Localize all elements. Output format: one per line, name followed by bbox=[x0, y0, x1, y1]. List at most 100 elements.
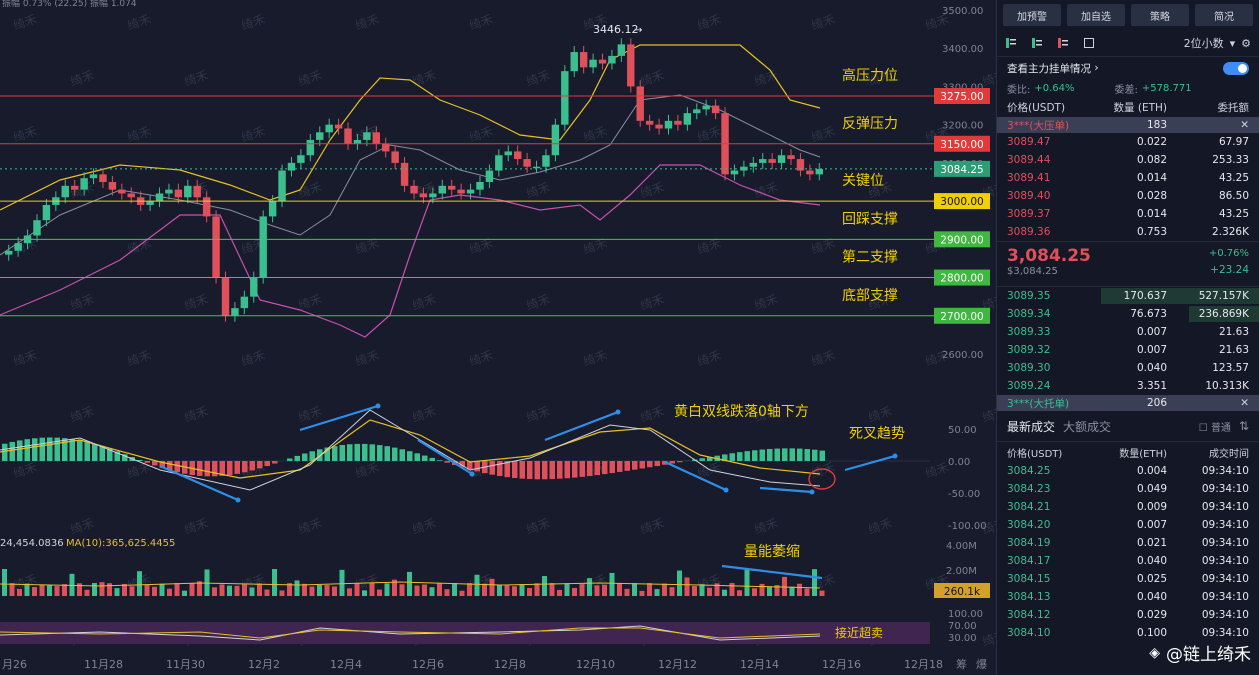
trades-header-qty[interactable]: 数量(ETH) bbox=[1119, 448, 1167, 460]
trade-price: 3084.21 bbox=[1007, 501, 1051, 513]
webi-value: +0.64% bbox=[1034, 82, 1075, 94]
candle-body bbox=[579, 52, 588, 68]
candle-body bbox=[815, 169, 823, 175]
volume-bar bbox=[579, 584, 585, 596]
close-icon[interactable]: ✕ bbox=[1240, 119, 1249, 131]
watermark-text: 绮禾 bbox=[126, 460, 153, 481]
trend-arrow bbox=[844, 454, 896, 472]
book-asks-icon[interactable] bbox=[1057, 37, 1069, 49]
decimal-select[interactable]: 2位小数 bbox=[1183, 37, 1224, 50]
bid-qty: 3.351 bbox=[1136, 380, 1167, 392]
trend-arrow-head bbox=[375, 403, 381, 409]
macd-histogram-bar bbox=[594, 461, 600, 476]
x-axis-label: 12月6 bbox=[412, 658, 444, 671]
volume-bar bbox=[332, 586, 337, 596]
book-header-amount[interactable]: 委托额 bbox=[1217, 101, 1250, 114]
normal-checkbox[interactable]: ☐ 普通 bbox=[1198, 422, 1231, 434]
volume-tag bbox=[934, 583, 990, 598]
bid-big-order-band[interactable]: 3***(大托单) 206 ✕ bbox=[997, 395, 1259, 411]
watermark-text: 绮禾 bbox=[525, 404, 552, 425]
ask-row[interactable]: 3089.41 0.014 43.25 bbox=[997, 169, 1259, 187]
watermark-text: 绮禾 bbox=[411, 516, 438, 537]
macd-histogram-bar bbox=[527, 461, 533, 480]
side-panel: 加预警 加自选 策略 简况 2位小数 ▾ ⚙ 查看主力挂单情况 › 委比: +0… bbox=[996, 0, 1259, 675]
x-axis-label: 12月16 bbox=[822, 658, 861, 671]
trade-qty: 0.040 bbox=[1136, 555, 1167, 567]
filter-icon[interactable]: ⇅ bbox=[1238, 419, 1249, 433]
bid-row[interactable]: 3089.34 76.673 236.869K bbox=[997, 305, 1259, 323]
macd-histogram-bar bbox=[17, 440, 23, 461]
volume-bar bbox=[302, 583, 307, 596]
volume-bar bbox=[572, 587, 577, 596]
normal-label: 普通 bbox=[1210, 422, 1231, 434]
x-axis-label: 12月18 bbox=[904, 658, 943, 671]
chart-area[interactable]: 绮禾 绮禾 绮禾 绮禾 绮禾 绮禾 绮禾 绮禾 绮禾 绮禾 绮禾 绮禾 绮禾 绮禾 绮禾 绮禾 绮禾 绮禾 绮禾 绮禾… bbox=[0, 0, 996, 675]
bid-row[interactable]: 3089.32 0.007 21.63 bbox=[997, 341, 1259, 359]
book-header-qty[interactable]: 数量 (ETH) bbox=[1113, 101, 1167, 114]
watermark-text: 绮禾 bbox=[69, 404, 96, 425]
volume-bar bbox=[114, 588, 120, 596]
trade-qty: 0.040 bbox=[1136, 591, 1167, 603]
candle-body bbox=[438, 185, 446, 194]
settings-icon[interactable]: ⚙ bbox=[1241, 36, 1251, 50]
candle-body bbox=[561, 71, 569, 125]
strategy-button[interactable]: 策略 bbox=[1131, 4, 1189, 26]
bid-row[interactable]: 3089.35 170.637 527.157K bbox=[997, 287, 1259, 305]
level-name-label: 高压力位 bbox=[842, 67, 898, 84]
last-price: 3,084.25 bbox=[1007, 246, 1091, 266]
volume-bar bbox=[782, 576, 787, 596]
macd-histogram-bar bbox=[639, 461, 645, 469]
compact-view-icon[interactable] bbox=[1083, 37, 1095, 49]
macd-histogram-bar bbox=[744, 451, 750, 461]
trade-qty: 0.007 bbox=[1136, 519, 1167, 531]
bid-row[interactable]: 3089.30 0.040 123.57 bbox=[997, 359, 1259, 377]
ask-band-label: 3***(大压单) bbox=[1007, 119, 1070, 132]
ask-row[interactable]: 3089.36 0.753 2.326K bbox=[997, 223, 1259, 241]
volume-bar bbox=[392, 579, 397, 596]
change-abs: +23.24 bbox=[1210, 264, 1249, 276]
ask-row[interactable]: 3089.37 0.014 43.25 bbox=[997, 205, 1259, 223]
bid-qty: 0.007 bbox=[1136, 326, 1167, 338]
watermark-text: 绮禾 bbox=[240, 124, 267, 145]
volume-bar bbox=[549, 583, 555, 596]
watermark-text: 绮禾 bbox=[639, 292, 666, 313]
macd-histogram-bar bbox=[737, 452, 743, 461]
current-price-tag bbox=[934, 160, 990, 177]
bid-row[interactable]: 3089.24 3.351 10.313K bbox=[997, 377, 1259, 395]
main-force-toggle[interactable] bbox=[1223, 61, 1249, 75]
trade-time: 09:34:10 bbox=[1201, 555, 1249, 567]
trades-header-time[interactable]: 成交时间 bbox=[1209, 448, 1249, 460]
tab-latest-trades[interactable]: 最新成交 bbox=[1007, 419, 1056, 434]
candle-body bbox=[382, 143, 390, 152]
macd-histogram-bar bbox=[429, 457, 435, 461]
close-icon[interactable]: ✕ bbox=[1240, 397, 1249, 409]
bid-price: 3089.34 bbox=[1007, 308, 1051, 320]
bid-row[interactable]: 3089.33 0.007 21.63 bbox=[997, 323, 1259, 341]
chevron-down-icon[interactable]: ▾ bbox=[1229, 36, 1236, 50]
book-bids-icon[interactable] bbox=[1031, 37, 1043, 49]
book-header: 价格(USDT) 数量 (ETH) 委托额 bbox=[997, 97, 1259, 117]
candle-body bbox=[391, 151, 399, 163]
macd-histogram-bar bbox=[797, 448, 803, 461]
tab-big-trades[interactable]: 大额成交 bbox=[1063, 419, 1112, 434]
book-both-icon[interactable] bbox=[1005, 37, 1017, 49]
add-watchlist-button[interactable]: 加自选 bbox=[1067, 4, 1125, 26]
trade-time: 09:34:10 bbox=[1201, 591, 1249, 603]
candle-body bbox=[645, 120, 654, 125]
main-force-row[interactable]: 查看主力挂单情况 › bbox=[997, 57, 1259, 79]
trade-time: 09:34:10 bbox=[1201, 483, 1249, 495]
ask-big-order-band[interactable]: 3***(大压单) 183 ✕ bbox=[997, 117, 1259, 133]
volume-bar bbox=[429, 587, 435, 596]
overview-button[interactable]: 简况 bbox=[1195, 4, 1253, 26]
ask-row[interactable]: 3089.44 0.082 253.33 bbox=[997, 151, 1259, 169]
candle-body bbox=[372, 132, 381, 144]
candle-body bbox=[155, 193, 164, 202]
ask-row[interactable]: 3089.40 0.028 86.50 bbox=[997, 187, 1259, 205]
main-force-label[interactable]: 查看主力挂单情况 bbox=[1007, 62, 1091, 75]
candle-body bbox=[551, 124, 560, 156]
add-alert-button[interactable]: 加预警 bbox=[1003, 4, 1061, 26]
ask-row[interactable]: 3089.47 0.022 67.97 bbox=[997, 133, 1259, 151]
volume-axis-label: 4.00M bbox=[946, 541, 977, 552]
rsi-line-2 bbox=[0, 627, 821, 639]
